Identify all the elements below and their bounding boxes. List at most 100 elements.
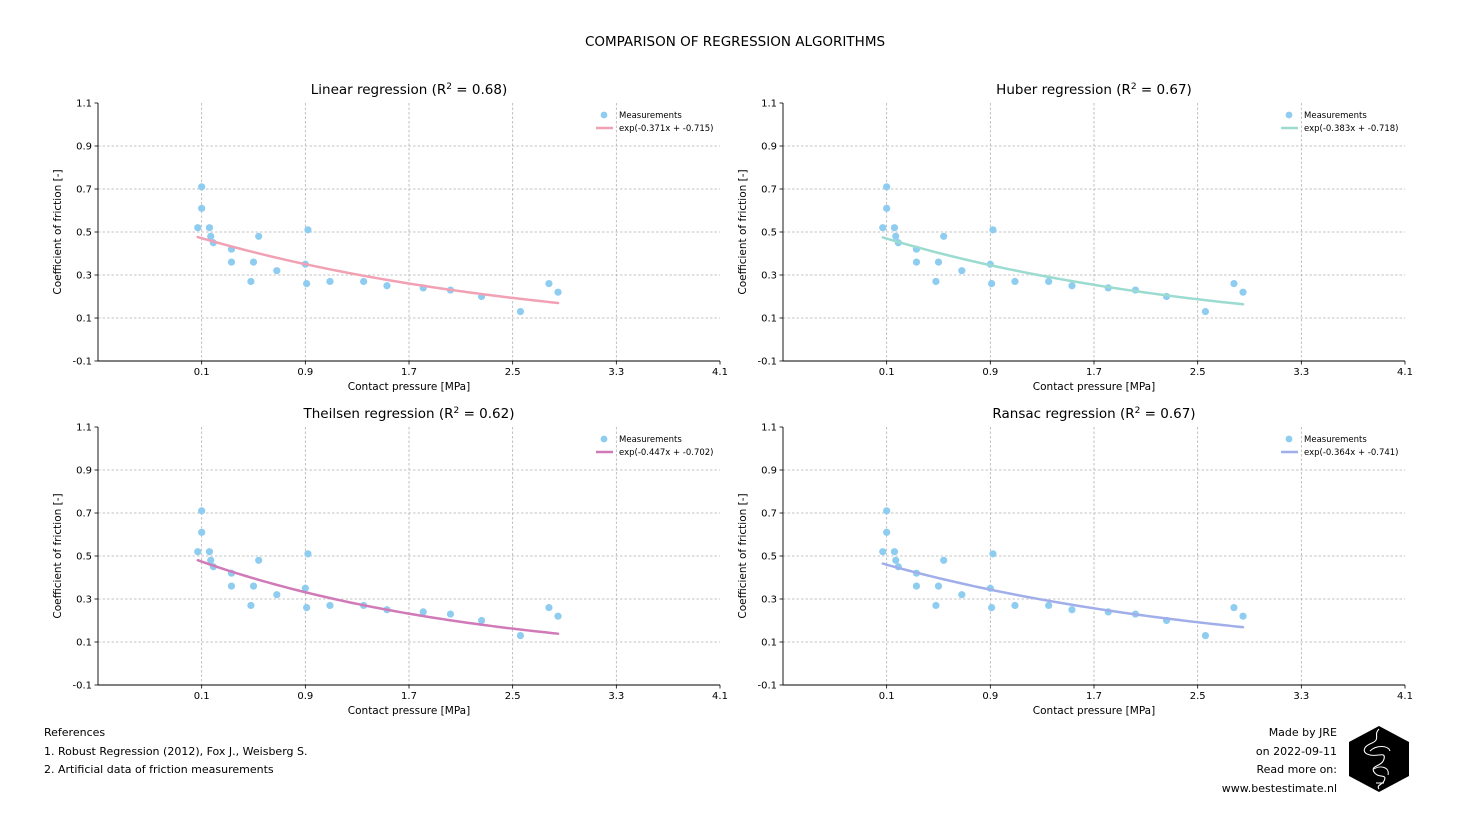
data-point	[932, 601, 940, 610]
x-tick-label: 0.1	[194, 367, 210, 378]
data-point	[1068, 282, 1076, 290]
data-point	[326, 601, 334, 610]
data-point	[940, 556, 948, 564]
data-point	[883, 528, 891, 536]
data-point	[1239, 288, 1247, 296]
y-tick-label: 0.3	[76, 271, 92, 282]
data-point	[249, 582, 258, 590]
hexagon-logo-icon	[1349, 726, 1409, 792]
data-point	[1045, 277, 1053, 286]
data-point	[1011, 277, 1019, 286]
data-point	[249, 258, 258, 266]
data-point	[273, 591, 281, 599]
data-point	[205, 548, 214, 556]
y-axis-label: Coefficient of friction [-]	[52, 493, 64, 618]
reference-item-1: 1. Robust Regression (2012), Fox J., Wei…	[44, 744, 308, 758]
x-tick-label: 4.1	[1397, 367, 1413, 378]
y-tick-label: -0.1	[72, 681, 92, 692]
x-tick-label: 1.7	[401, 691, 417, 702]
data-point	[892, 232, 900, 240]
data-point	[1230, 280, 1238, 288]
x-tick-label: 0.1	[194, 691, 210, 702]
data-point	[934, 258, 943, 266]
data-point	[227, 582, 236, 590]
data-point	[477, 616, 486, 625]
y-tick-label: 0.3	[76, 595, 92, 606]
credits-date: on 2022-09-11	[1255, 744, 1337, 758]
data-point	[1239, 612, 1247, 620]
data-point	[545, 280, 553, 288]
x-tick-label: 4.1	[712, 691, 728, 702]
y-axis-label: Coefficient of friction [-]	[737, 493, 749, 618]
y-tick-label: 0.5	[76, 228, 92, 239]
data-point	[1230, 604, 1238, 612]
chart-title-superscript: 2	[446, 82, 452, 92]
chart-title-text: Huber regression (R	[996, 82, 1131, 98]
data-point	[1011, 601, 1019, 610]
x-tick-label: 2.5	[1190, 367, 1206, 378]
y-tick-label: 0.9	[761, 466, 777, 477]
x-tick-label: 1.7	[1086, 367, 1102, 378]
chart-title-rest: = 0.67)	[1140, 406, 1195, 422]
data-point	[198, 183, 206, 191]
chart-title-rest: = 0.68)	[452, 82, 507, 98]
legend-label-fit: exp(-0.447x + -0.702)	[619, 448, 714, 458]
data-point	[304, 226, 312, 234]
x-tick-label: 0.9	[982, 691, 998, 702]
chart-panel-1: Linear regression (R2 = 0.68) 0.1 0.9 1.7 2.…	[52, 82, 728, 393]
data-point	[303, 280, 311, 288]
data-point	[989, 550, 997, 558]
legend-marker-measurements	[1285, 435, 1293, 443]
data-point	[198, 507, 206, 515]
data-point	[1201, 307, 1210, 316]
data-point	[205, 224, 214, 232]
data-point	[326, 277, 334, 286]
x-tick-label: 3.3	[608, 367, 624, 378]
y-tick-label: -0.1	[757, 681, 777, 692]
data-point	[419, 608, 427, 616]
chart-title-superscript: 2	[454, 406, 460, 416]
data-point	[1068, 606, 1076, 614]
x-tick-label: 0.9	[297, 367, 313, 378]
legend-label-fit: exp(-0.364x + -0.741)	[1304, 448, 1399, 458]
data-point	[912, 258, 921, 266]
chart-title: Ransac regression (R2 = 0.67)	[992, 406, 1195, 422]
data-point	[194, 224, 202, 232]
y-tick-label: -0.1	[72, 357, 92, 368]
x-tick-label: 3.3	[608, 691, 624, 702]
data-point	[879, 548, 887, 556]
y-tick-label: 0.3	[761, 271, 777, 282]
y-tick-label: 0.7	[761, 509, 777, 520]
data-point	[247, 601, 255, 610]
x-tick-label: 0.9	[297, 691, 313, 702]
x-tick-label: 2.5	[505, 367, 521, 378]
data-point	[207, 556, 215, 564]
y-tick-label: 0.1	[76, 314, 92, 325]
references-heading: References	[44, 726, 106, 739]
y-tick-label: 0.1	[76, 638, 92, 649]
data-point	[554, 612, 562, 620]
data-point	[383, 282, 391, 290]
chart-title-superscript: 2	[1131, 82, 1137, 92]
y-tick-label: 0.5	[761, 552, 777, 563]
y-tick-label: 0.9	[76, 142, 92, 153]
data-point	[890, 548, 899, 556]
legend-label-measurements: Measurements	[1304, 435, 1367, 445]
data-point	[303, 604, 311, 612]
data-point	[940, 232, 948, 240]
y-tick-label: 0.1	[761, 314, 777, 325]
data-point	[883, 183, 891, 191]
y-tick-label: 0.9	[761, 142, 777, 153]
legend-label-measurements: Measurements	[1304, 111, 1367, 121]
y-tick-label: 1.1	[761, 423, 777, 434]
data-point	[194, 548, 202, 556]
legend-label-measurements: Measurements	[619, 111, 682, 121]
data-point	[988, 280, 996, 288]
data-point	[988, 604, 996, 612]
y-tick-label: 0.1	[761, 638, 777, 649]
chart-title-text: Ransac regression (R	[992, 406, 1134, 422]
data-point	[883, 507, 891, 515]
data-point	[255, 232, 263, 240]
data-point	[227, 258, 236, 266]
